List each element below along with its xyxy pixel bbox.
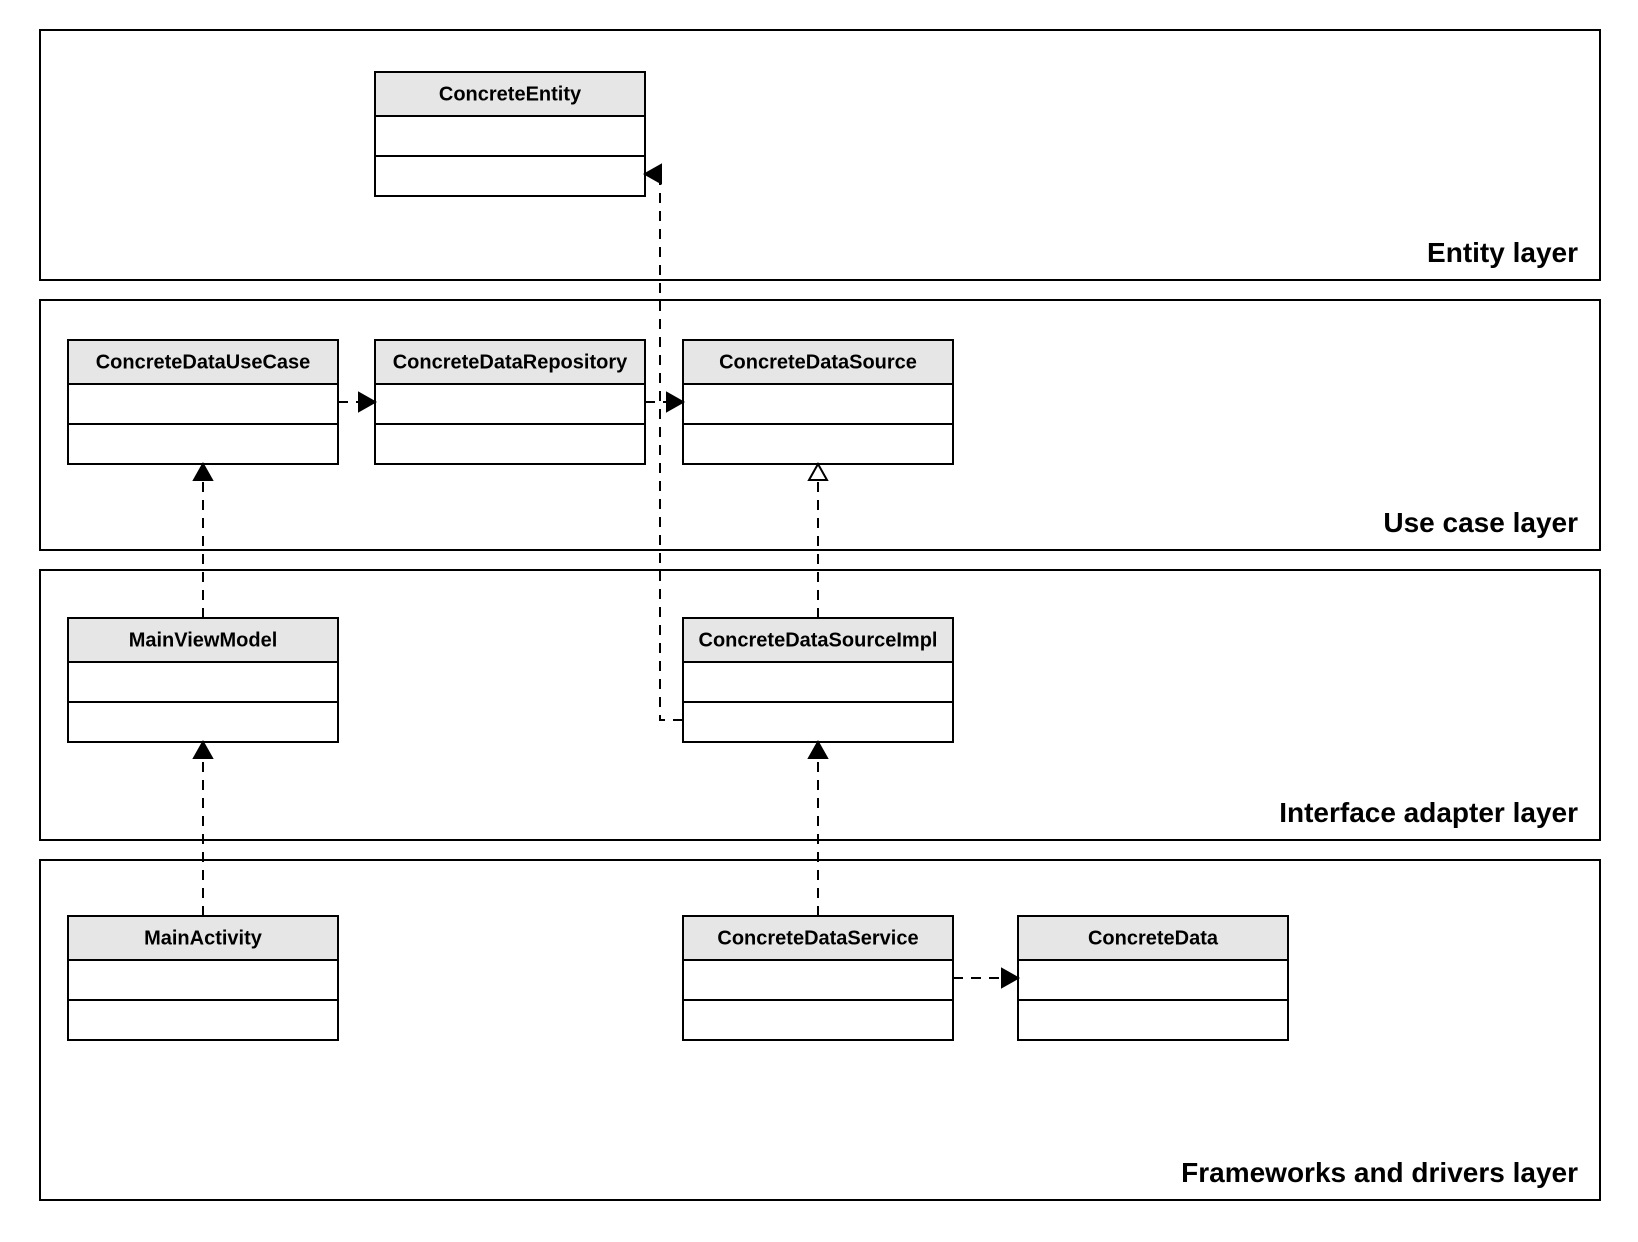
- class-ConcreteDataSourceImpl: ConcreteDataSourceImpl: [683, 618, 953, 742]
- class-MainActivity: MainActivity: [68, 916, 338, 1040]
- class-ConcreteDataUseCase: ConcreteDataUseCase: [68, 340, 338, 464]
- architecture-diagram: Entity layer Use case layer Interface adap…: [0, 0, 1638, 1242]
- layer-label-entity: Entity layer: [1427, 237, 1578, 268]
- layer-label-adapter: Interface adapter layer: [1279, 797, 1578, 828]
- class-ConcreteDataService: ConcreteDataService: [683, 916, 953, 1040]
- layer-label-drivers: Frameworks and drivers layer: [1181, 1157, 1578, 1188]
- class-MainViewModel: MainViewModel: [68, 618, 338, 742]
- class-title: ConcreteEntity: [439, 83, 582, 105]
- class-ConcreteDataSource: ConcreteDataSource: [683, 340, 953, 464]
- class-ConcreteEntity: ConcreteEntity: [375, 72, 645, 196]
- layer-entity: [40, 30, 1600, 280]
- class-title: MainActivity: [144, 927, 263, 949]
- class-title: ConcreteDataSourceImpl: [699, 629, 938, 651]
- class-title: ConcreteDataSource: [719, 351, 917, 373]
- class-title: ConcreteDataUseCase: [96, 351, 311, 373]
- class-ConcreteDataRepository: ConcreteDataRepository: [375, 340, 645, 464]
- layer-label-usecase: Use case layer: [1383, 507, 1578, 538]
- class-title: ConcreteData: [1088, 927, 1219, 949]
- class-title: MainViewModel: [129, 629, 278, 651]
- class-title: ConcreteDataService: [717, 927, 918, 949]
- class-ConcreteData: ConcreteData: [1018, 916, 1288, 1040]
- class-title: ConcreteDataRepository: [393, 351, 628, 373]
